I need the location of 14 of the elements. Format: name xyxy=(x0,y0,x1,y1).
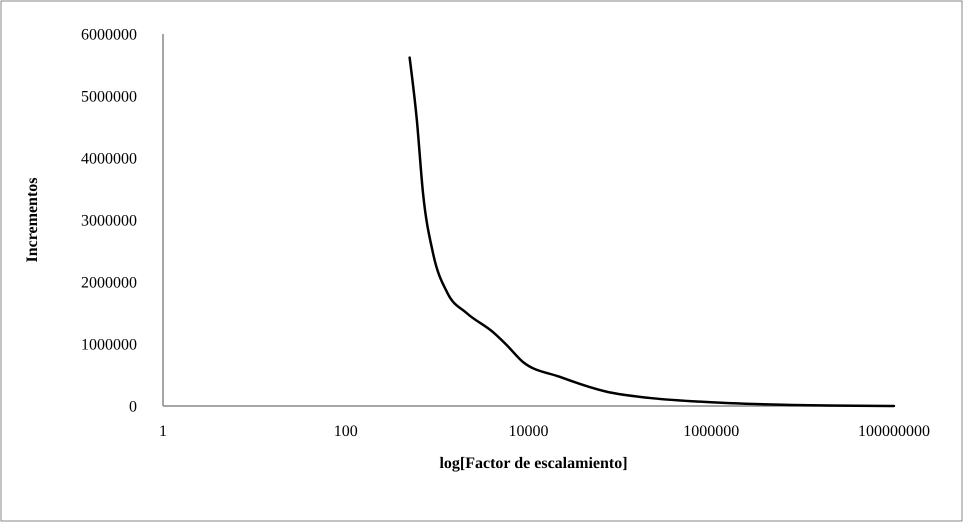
y-tick-label: 3000000 xyxy=(81,212,137,230)
y-tick-label: 0 xyxy=(129,398,137,416)
y-tick-label: 2000000 xyxy=(81,274,137,292)
x-tick-label: 100 xyxy=(334,423,358,440)
y-tick-label: 5000000 xyxy=(81,88,137,106)
y-tick-label: 6000000 xyxy=(81,26,137,44)
y-tick-label: 1000000 xyxy=(81,336,137,354)
x-tick-label: 100000000 xyxy=(858,423,930,440)
x-axis-title: log[Factor de escalamiento] xyxy=(439,455,628,472)
x-tick-label: 1 xyxy=(159,423,167,440)
x-tick-label: 1000000 xyxy=(683,423,740,440)
y-axis-title: Incrementos xyxy=(24,177,41,263)
y-tick-label: 4000000 xyxy=(81,150,137,168)
x-tick-label: 10000 xyxy=(508,423,548,440)
